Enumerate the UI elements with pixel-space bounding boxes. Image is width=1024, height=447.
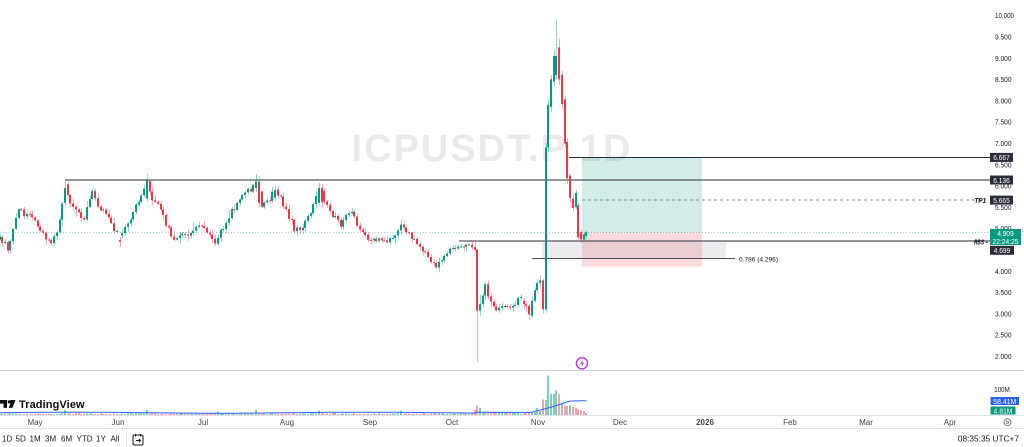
svg-text:1M: 1M bbox=[30, 435, 41, 444]
svg-text:4.81M: 4.81M bbox=[994, 406, 1013, 415]
svg-text:TradingView: TradingView bbox=[19, 399, 85, 411]
svg-text:10.000: 10.000 bbox=[995, 11, 1014, 20]
svg-text:9.500: 9.500 bbox=[995, 33, 1012, 42]
svg-text:Sep: Sep bbox=[363, 418, 378, 427]
svg-text:0.786 (4.296): 0.786 (4.296) bbox=[739, 256, 778, 263]
svg-text:7.000: 7.000 bbox=[995, 139, 1012, 148]
svg-text:Nov: Nov bbox=[531, 418, 545, 427]
svg-text:Mar: Mar bbox=[859, 418, 873, 427]
svg-text:100M: 100M bbox=[994, 385, 1010, 394]
svg-text:6.136: 6.136 bbox=[993, 176, 1010, 185]
svg-text:TP1: TP1 bbox=[975, 196, 987, 205]
svg-text:5D: 5D bbox=[16, 435, 26, 444]
svg-text:Apr: Apr bbox=[944, 418, 957, 427]
svg-text:Dec: Dec bbox=[613, 418, 627, 427]
svg-text:08:35:35 UTC+7: 08:35:35 UTC+7 bbox=[958, 434, 1019, 444]
svg-text:Oct: Oct bbox=[446, 418, 459, 427]
svg-text:All: All bbox=[111, 435, 120, 444]
svg-text:22:24:25: 22:24:25 bbox=[993, 237, 1019, 246]
svg-text:7.500: 7.500 bbox=[995, 118, 1012, 127]
svg-text:Jul: Jul bbox=[198, 418, 208, 427]
svg-text:58.41M: 58.41M bbox=[993, 397, 1016, 406]
svg-text:1Y: 1Y bbox=[96, 435, 106, 444]
svg-text:RBS –: RBS – bbox=[974, 238, 988, 247]
svg-text:1D: 1D bbox=[2, 435, 12, 444]
svg-text:2.000: 2.000 bbox=[995, 352, 1012, 361]
svg-text:5.665: 5.665 bbox=[993, 196, 1010, 205]
svg-text:8.500: 8.500 bbox=[995, 75, 1012, 84]
svg-text:5.500: 5.500 bbox=[995, 203, 1012, 212]
svg-text:3.500: 3.500 bbox=[995, 288, 1012, 297]
svg-text:3M: 3M bbox=[45, 435, 56, 444]
svg-text:Aug: Aug bbox=[280, 418, 294, 427]
svg-text:6.500: 6.500 bbox=[995, 160, 1012, 169]
svg-text:Jun: Jun bbox=[112, 418, 125, 427]
svg-text:6.000: 6.000 bbox=[995, 182, 1012, 191]
svg-text:Feb: Feb bbox=[783, 418, 797, 427]
svg-text:YTD: YTD bbox=[77, 435, 93, 444]
svg-text:9.000: 9.000 bbox=[995, 54, 1012, 63]
svg-text:4.699: 4.699 bbox=[994, 246, 1011, 255]
svg-text:4.909: 4.909 bbox=[997, 229, 1014, 238]
svg-text:3.000: 3.000 bbox=[995, 309, 1012, 318]
svg-text:6M: 6M bbox=[61, 435, 72, 444]
svg-text:May: May bbox=[27, 418, 42, 427]
svg-text:2026: 2026 bbox=[696, 418, 714, 427]
svg-text:4.000: 4.000 bbox=[995, 267, 1012, 276]
svg-text:5.000: 5.000 bbox=[995, 224, 1012, 233]
svg-text:6.667: 6.667 bbox=[993, 153, 1010, 162]
svg-text:2.500: 2.500 bbox=[995, 331, 1012, 340]
svg-text:ICPUSDT.P 1D: ICPUSDT.P 1D bbox=[352, 128, 633, 170]
svg-text:8.000: 8.000 bbox=[995, 96, 1012, 105]
